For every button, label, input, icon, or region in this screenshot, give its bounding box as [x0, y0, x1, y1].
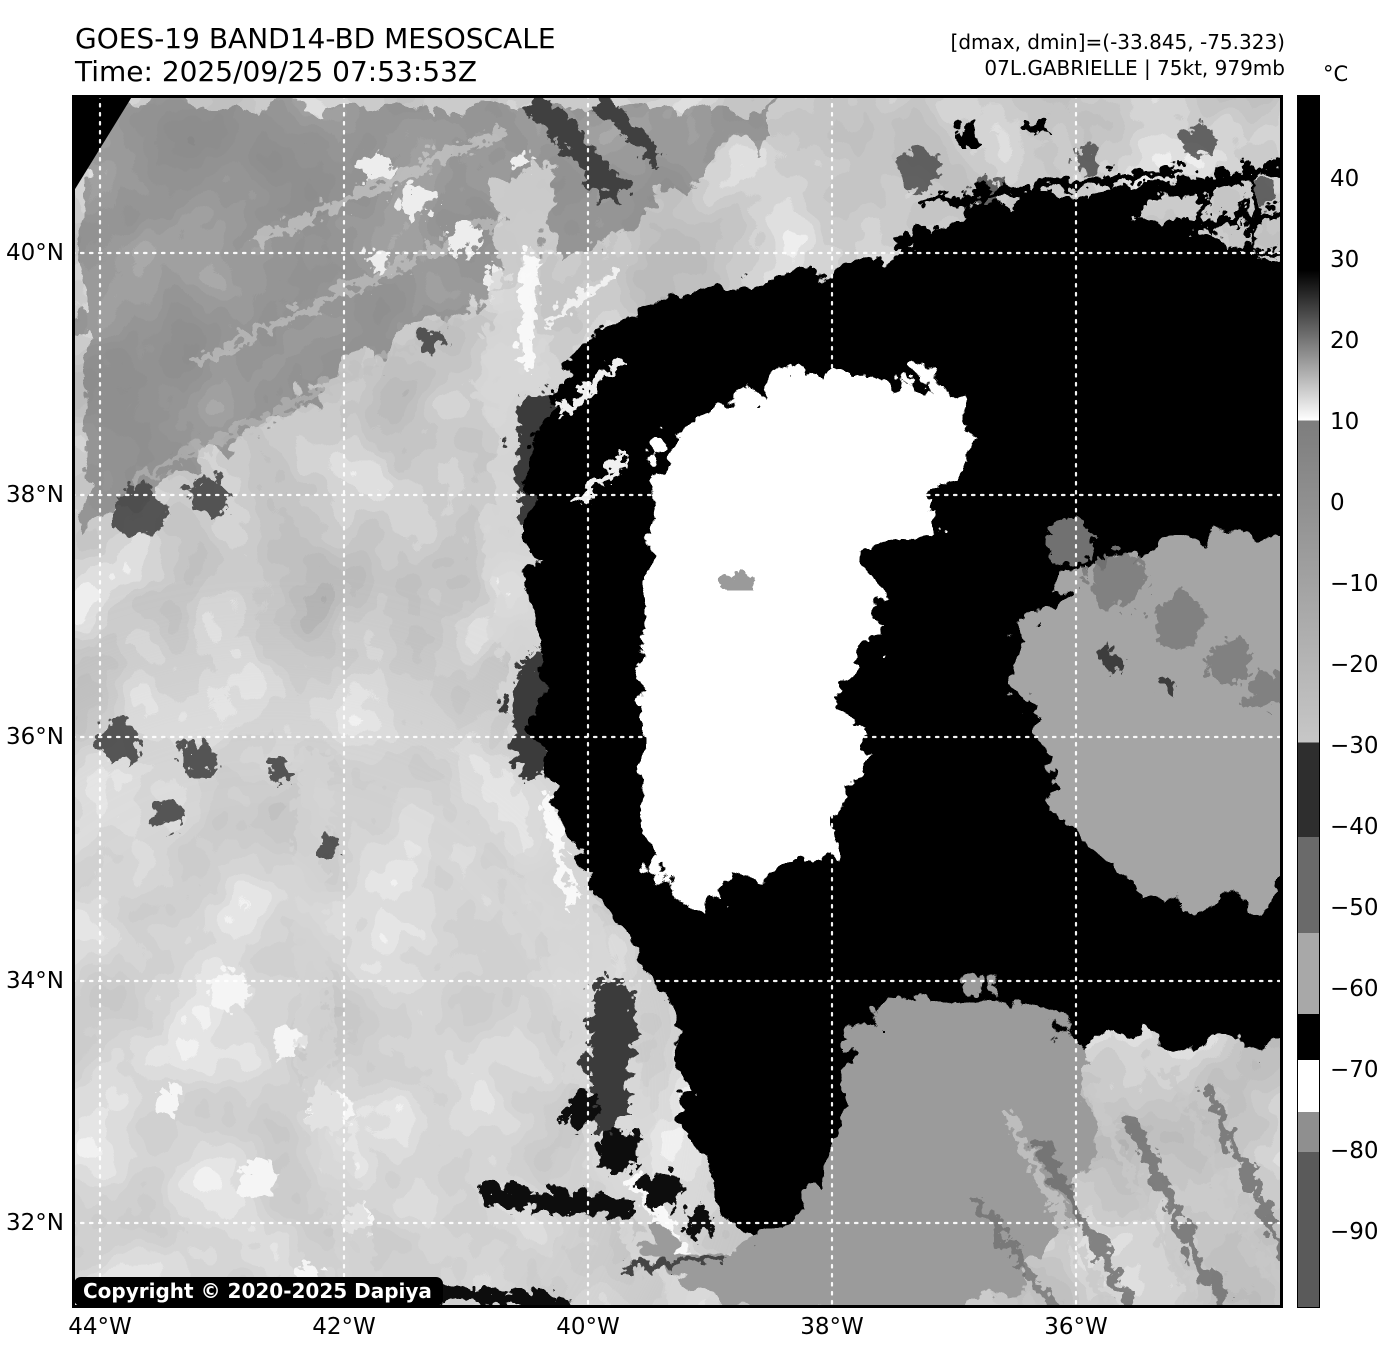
- dmax-dmin-annotation: [dmax, dmin]=(-33.845, -75.323): [950, 30, 1285, 54]
- northwest-dark-shield: [72, 95, 772, 525]
- no-data-corner: [72, 95, 133, 194]
- lon-axis-label: 40°W: [556, 1314, 620, 1340]
- colorbar-tick-label: −70: [1330, 1057, 1379, 1083]
- graticule: [72, 95, 1283, 1308]
- colorbar-tick-label: −40: [1330, 814, 1379, 840]
- lat-axis-label: 36°N: [6, 724, 64, 750]
- colorbar-tick-label: −90: [1330, 1219, 1379, 1245]
- bottom-right-streaks: [967, 1060, 1283, 1308]
- northeast-cirrus-fingers: [885, 153, 1283, 269]
- warm-spot-in-core: [719, 568, 749, 586]
- lon-axis-label: 44°W: [68, 1314, 132, 1340]
- colorbar-tick-label: 0: [1330, 490, 1345, 516]
- lat-axis-label: 38°N: [6, 482, 64, 508]
- lon-axis-label: 36°W: [1044, 1314, 1108, 1340]
- colorbar-tick-label: 30: [1330, 247, 1360, 273]
- satellite-image: [72, 95, 1283, 1308]
- lon-axis-label: 38°W: [800, 1314, 864, 1340]
- colorbar-tick-label: 20: [1330, 328, 1360, 354]
- south-black-fragments: [429, 1087, 716, 1305]
- lat-axis-label: 32°N: [6, 1210, 64, 1236]
- colorbar-tick-label: −10: [1330, 571, 1379, 597]
- copyright-badge: Copyright © 2020-2025 Dapiya: [74, 1277, 443, 1306]
- lon-axis-label: 42°W: [312, 1314, 376, 1340]
- colorbar-tick-label: −30: [1330, 733, 1379, 759]
- timestamp-label: Time: 2025/09/25 07:53:53Z: [75, 55, 478, 88]
- colorbar-tick-label: −50: [1330, 895, 1379, 921]
- colorbar-tick-label: 10: [1330, 409, 1360, 435]
- lat-axis-label: 34°N: [6, 968, 64, 994]
- east-gray-region: [1001, 511, 1283, 900]
- colorbar-tick-label: −20: [1330, 652, 1379, 678]
- colorbar: [1297, 95, 1320, 1308]
- west-dark-cloud-patches: [90, 323, 439, 850]
- colorbar-tick-label: −80: [1330, 1138, 1379, 1164]
- map-frame: [72, 95, 1283, 1308]
- lat-axis-label: 40°N: [6, 240, 64, 266]
- storm-info-annotation: 07L.GABRIELLE | 75kt, 979mb: [984, 56, 1285, 80]
- product-title: GOES-19 BAND14-BD MESOSCALE: [75, 22, 556, 55]
- colorbar-tick-label: −60: [1330, 976, 1379, 1002]
- colorbar-unit-label: °C: [1323, 62, 1349, 86]
- colorbar-tick-label: 40: [1330, 166, 1360, 192]
- map-area: Copyright © 2020-2025 Dapiya: [72, 95, 1283, 1308]
- southeast-gray-shield: [630, 980, 1283, 1308]
